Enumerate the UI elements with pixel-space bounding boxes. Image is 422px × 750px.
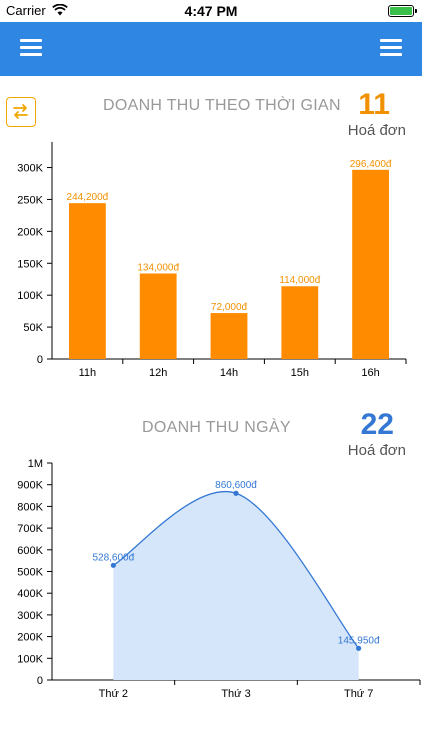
nav-bar: [0, 22, 422, 76]
y-tick-label: 900K: [17, 480, 43, 492]
bar-value-label: 114,000đ: [279, 275, 320, 286]
x-tick-label: 12h: [149, 367, 167, 379]
status-bar: Carrier 4:47 PM: [0, 0, 422, 22]
y-tick-label: 500K: [17, 567, 43, 579]
bar: [210, 313, 248, 359]
data-point: [233, 490, 239, 496]
carrier-label: Carrier: [6, 3, 46, 18]
swap-view-button[interactable]: [6, 97, 36, 127]
bar-value-label: 244,200đ: [67, 192, 109, 203]
y-tick-label: 400K: [17, 588, 43, 600]
time-invoice-label: Hoá đơn: [347, 122, 406, 139]
data-point: [356, 645, 362, 651]
battery-icon: [388, 5, 417, 17]
y-tick-label: 600K: [17, 545, 43, 557]
y-tick-label: 150K: [17, 258, 43, 270]
revenue-by-time-title: DOANH THU THEO THỜI GIAN: [103, 97, 341, 114]
bar: [68, 203, 106, 359]
revenue-by-time-chart: 0 50K 100K 150K 200K 250K 300K 244,200đ 11h 134,0…: [17, 142, 407, 379]
x-tick-label: 11h: [79, 367, 97, 379]
y-tick-label: 300K: [17, 163, 43, 175]
point-value-label: 860,600đ: [215, 480, 257, 491]
data-point: [110, 562, 116, 568]
time-invoice-count: 11: [358, 88, 390, 121]
y-tick-label: 800K: [17, 501, 43, 513]
x-tick-label: Thứ 7: [344, 688, 373, 700]
y-tick-label: 250K: [17, 194, 43, 206]
bar: [352, 169, 390, 359]
bar: [139, 273, 177, 359]
x-tick-label: Thứ 3: [221, 688, 250, 700]
bar-value-label: 72,000đ: [211, 302, 248, 313]
day-invoice-label: Hoá đơn: [347, 442, 406, 459]
right-menu-icon[interactable]: [380, 39, 402, 57]
y-tick-label: 0: [37, 354, 43, 366]
left-menu-icon[interactable]: [20, 39, 42, 57]
bar-value-label: 296,400đ: [350, 159, 392, 170]
point-value-label: 145,950đ: [338, 635, 380, 646]
bar-value-label: 134,000đ: [137, 262, 179, 273]
y-tick-label: 1M: [28, 458, 43, 470]
bar: [281, 286, 319, 359]
revenue-by-day-chart: 0 100K 200K 300K 400K 500K 600K 700K 800K 900K 1M 5…: [17, 458, 421, 700]
y-tick-label: 300K: [17, 610, 43, 622]
area-fill: [113, 491, 359, 680]
y-tick-label: 50K: [23, 322, 43, 334]
revenue-by-day-title: DOANH THU NGÀY: [142, 419, 291, 436]
point-value-label: 528,600đ: [92, 552, 134, 563]
wifi-icon: [52, 4, 68, 16]
y-tick-label: 200K: [17, 226, 43, 238]
y-tick-label: 700K: [17, 523, 43, 535]
day-invoice-count: 22: [360, 408, 394, 441]
clock: 4:47 PM: [184, 3, 238, 19]
x-tick-label: Thứ 2: [99, 688, 128, 700]
y-tick-label: 100K: [17, 653, 43, 665]
y-tick-label: 100K: [17, 290, 43, 302]
y-tick-label: 0: [37, 675, 43, 687]
swap-arrows-icon: [13, 104, 28, 119]
y-tick-label: 200K: [17, 632, 43, 644]
x-tick-label: 16h: [361, 367, 379, 379]
x-tick-label: 15h: [291, 367, 309, 379]
x-tick-label: 14h: [220, 367, 238, 379]
